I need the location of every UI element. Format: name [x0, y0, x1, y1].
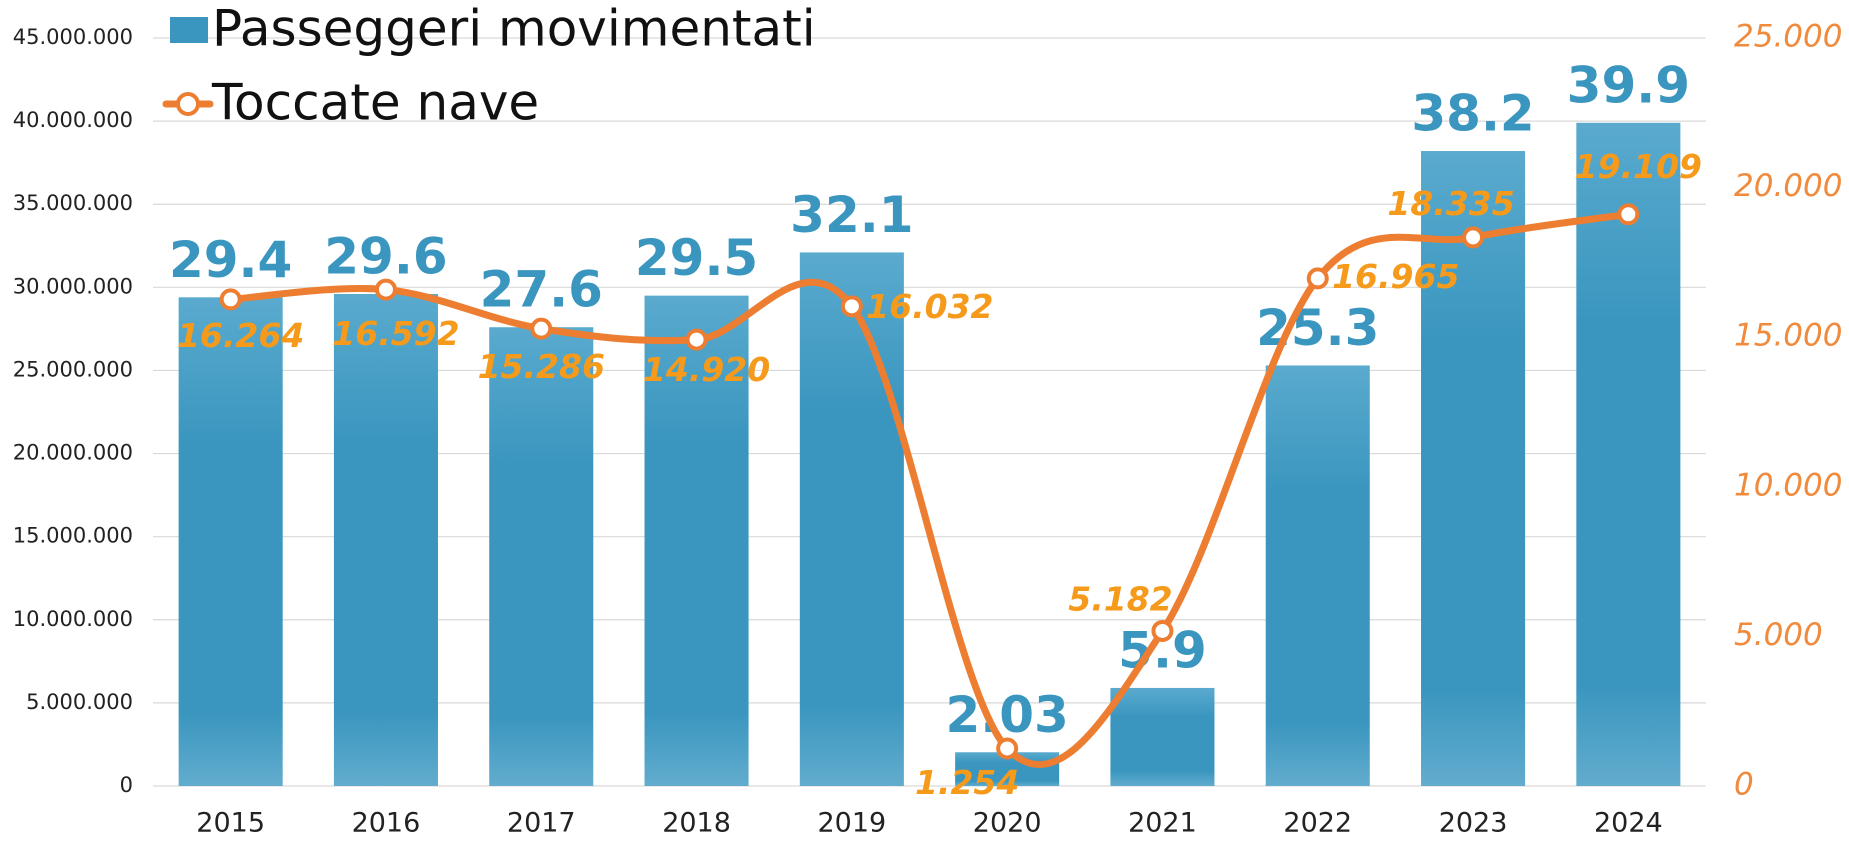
- y-tick-label: 35.000.000: [13, 191, 133, 215]
- bar-value-label: 29.5: [635, 229, 758, 287]
- legend-label: Passeggeri movimentati: [212, 0, 816, 58]
- bar-value-label: 32.1: [790, 186, 913, 244]
- line-marker: [530, 317, 553, 340]
- y2-tick-label: 10.000: [1734, 467, 1842, 503]
- line-value-label: 16.032: [866, 287, 993, 326]
- line-marker: [1151, 619, 1174, 642]
- line-marker: [374, 278, 397, 301]
- y2-tick-label: 0: [1734, 767, 1754, 803]
- bar: [333, 293, 438, 786]
- bar: [1265, 365, 1370, 786]
- y-tick-label: 5.000.000: [26, 690, 133, 714]
- line-value-label: 5.182: [1068, 579, 1172, 618]
- y-tick-label: 30.000.000: [13, 274, 133, 298]
- bar: [489, 327, 594, 786]
- x-tick-label: 2020: [973, 808, 1042, 839]
- line-value-label: 16.264: [177, 316, 304, 355]
- y-tick-label: 40.000.000: [13, 108, 133, 132]
- bar-value-label: 39.9: [1567, 56, 1690, 114]
- bar: [799, 252, 904, 787]
- line-marker: [1462, 226, 1485, 249]
- legend-swatch: [176, 92, 200, 116]
- y-tick-label: 45.000.000: [13, 25, 133, 49]
- y-tick-label: 20.000.000: [13, 441, 133, 465]
- line-marker: [840, 295, 863, 318]
- line-marker: [996, 737, 1019, 760]
- bar-value-label: 25.3: [1256, 299, 1379, 357]
- line-value-label: 16.965: [1332, 257, 1459, 296]
- line-marker: [685, 328, 708, 351]
- y-tick-label: 25.000.000: [13, 357, 133, 381]
- bar: [1576, 122, 1681, 787]
- x-tick-label: 2018: [662, 808, 731, 839]
- x-tick-label: 2019: [817, 808, 886, 839]
- bar-value-label: 2.03: [945, 686, 1068, 744]
- y-tick-label: 15.000.000: [13, 524, 133, 548]
- y2-tick-label: 5.000: [1734, 617, 1823, 653]
- y2-tick-label: 25.000: [1734, 19, 1842, 55]
- x-tick-label: 2024: [1594, 808, 1663, 839]
- x-tick-label: 2015: [196, 808, 265, 839]
- bar: [178, 297, 283, 786]
- y-tick-label: 10.000.000: [13, 607, 133, 631]
- line-value-label: 15.286: [478, 347, 605, 386]
- line-value-label: 14.920: [643, 350, 770, 389]
- line-marker: [1617, 203, 1640, 226]
- line: [227, 210, 1632, 768]
- bar-value-label: 29.6: [324, 227, 447, 285]
- x-tick-label: 2016: [352, 808, 421, 839]
- x-tick-label: 2023: [1439, 808, 1508, 839]
- line-value-label: 16.592: [332, 314, 459, 353]
- x-tick-label: 2017: [507, 808, 576, 839]
- line-marker: [219, 288, 242, 311]
- bar-value-label: 27.6: [480, 261, 603, 319]
- y-tick-label: 0: [120, 773, 133, 797]
- line-value-label: 19.109: [1575, 147, 1702, 186]
- bar: [644, 295, 749, 786]
- line-marker: [1306, 267, 1329, 290]
- y2-tick-label: 20.000: [1734, 168, 1842, 204]
- bar: [1421, 151, 1526, 786]
- x-tick-label: 2021: [1128, 808, 1197, 839]
- legend-label: Toccate nave: [211, 74, 539, 132]
- line-value-label: 18.335: [1387, 184, 1514, 223]
- legend-swatch: [170, 17, 208, 43]
- bar-value-label: 29.4: [169, 231, 292, 289]
- bar: [1110, 687, 1215, 786]
- line-value-label: 1.254: [915, 763, 1019, 802]
- y2-tick-label: 15.000: [1734, 318, 1842, 354]
- x-tick-label: 2022: [1283, 808, 1352, 839]
- bar-value-label: 38.2: [1411, 85, 1534, 143]
